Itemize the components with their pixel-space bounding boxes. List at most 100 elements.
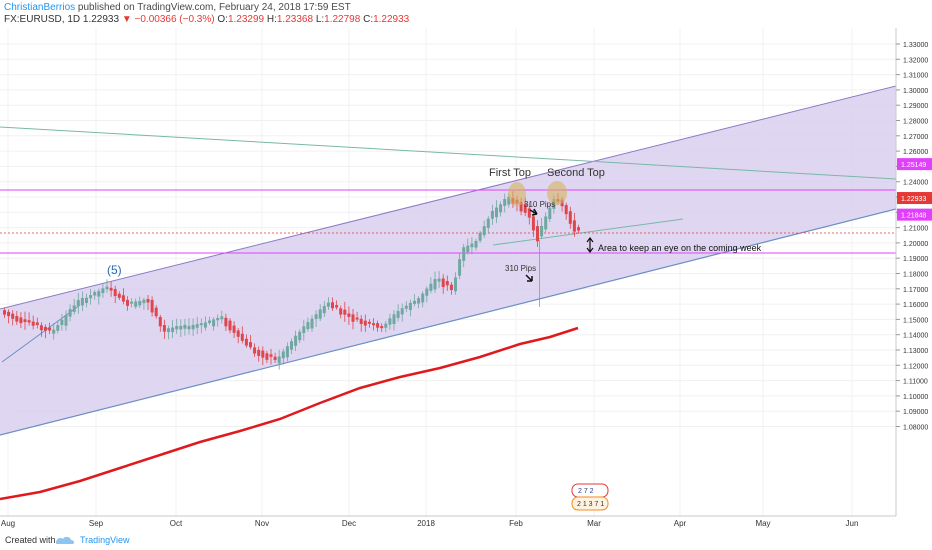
candle-body bbox=[253, 347, 257, 354]
candle-body bbox=[470, 243, 474, 248]
candle-body bbox=[285, 346, 289, 358]
downtrend-line[interactable] bbox=[0, 126, 896, 180]
y-tick-label: 1.12000 bbox=[903, 363, 928, 370]
candle-body bbox=[89, 295, 93, 299]
candle-body bbox=[56, 325, 60, 331]
down-arrow-icon: ▼ bbox=[121, 14, 132, 25]
candle-body bbox=[171, 327, 175, 333]
candle-body bbox=[495, 207, 498, 218]
counter-badge: 2 7 2 2 1 3 7 1 bbox=[571, 483, 609, 511]
candle-body bbox=[64, 315, 68, 326]
open-value: 1.23299 bbox=[227, 14, 265, 25]
annotation-wave-5: (5) bbox=[107, 263, 122, 277]
candle-body bbox=[257, 349, 261, 356]
x-tick-label: Oct bbox=[170, 519, 183, 528]
symbol[interactable]: FX:EURUSD, 1D bbox=[4, 14, 81, 25]
y-tick-label: 1.09000 bbox=[903, 409, 928, 416]
price-tag-bg bbox=[897, 208, 932, 221]
candle-body bbox=[339, 308, 343, 315]
candle-body bbox=[355, 317, 359, 320]
close-label: C: bbox=[363, 14, 374, 25]
y-tick-label: 1.29000 bbox=[903, 103, 928, 110]
candle-body bbox=[445, 281, 449, 286]
candle-body bbox=[454, 277, 457, 292]
candle-body bbox=[400, 308, 404, 315]
candle-body bbox=[335, 305, 339, 308]
candle-body bbox=[52, 329, 56, 334]
candle-body bbox=[31, 321, 35, 326]
x-tick-label: Dec bbox=[342, 519, 356, 528]
candle-body bbox=[261, 350, 265, 358]
arrow-icon bbox=[525, 274, 533, 282]
annotation-pips-top: 310 Pips bbox=[524, 200, 555, 209]
candle-body bbox=[322, 305, 326, 314]
y-tick-label: 1.21000 bbox=[903, 226, 928, 233]
candle-body bbox=[564, 205, 568, 215]
candle-body bbox=[531, 216, 535, 231]
y-axis[interactable]: 1.33000 1.32000 1.31000 1.30000 1.29000 1.280… bbox=[896, 42, 928, 432]
candle-body bbox=[208, 320, 211, 323]
candle-body bbox=[527, 208, 531, 218]
annotation-pips-bottom: 310 Pips bbox=[505, 264, 536, 273]
candle-body bbox=[376, 323, 380, 328]
candle-body bbox=[68, 309, 72, 317]
publish-info: published on TradingView.com, February 2… bbox=[77, 2, 351, 13]
open-label: O: bbox=[217, 14, 228, 25]
candle-body bbox=[277, 356, 281, 364]
y-tick-label: 1.16000 bbox=[903, 302, 928, 309]
candle-body bbox=[85, 297, 88, 303]
candle-body bbox=[167, 328, 170, 333]
candle-body bbox=[359, 318, 363, 324]
candle-body bbox=[35, 322, 39, 326]
candle-body bbox=[433, 279, 437, 290]
candle-body bbox=[138, 300, 142, 306]
y-tick-label: 1.15000 bbox=[903, 317, 928, 324]
candle-body bbox=[93, 292, 97, 296]
candle-body bbox=[150, 299, 154, 313]
candle-body bbox=[80, 297, 84, 306]
x-axis[interactable]: Aug Sep Oct Nov Dec 2018 Feb Mar Apr May Jun bbox=[1, 519, 859, 528]
author-link[interactable]: ChristianBerrios bbox=[4, 2, 76, 13]
candle-body bbox=[232, 325, 236, 333]
high-value: 1.23368 bbox=[276, 14, 314, 25]
candle-body bbox=[429, 283, 433, 291]
candle-body bbox=[220, 316, 224, 320]
trendline-support[interactable] bbox=[492, 218, 684, 246]
candle-body bbox=[244, 338, 248, 346]
candle-body bbox=[126, 299, 129, 306]
x-tick-label: Aug bbox=[1, 519, 15, 528]
low-value: 1.22798 bbox=[324, 14, 361, 25]
candle-body bbox=[142, 299, 146, 304]
moving-average-line[interactable] bbox=[0, 326, 579, 501]
x-tick-label: 2018 bbox=[417, 519, 435, 528]
candle-body bbox=[269, 354, 273, 357]
candle-body bbox=[540, 225, 544, 237]
last-price: 1.22933 bbox=[82, 14, 120, 25]
y-tick-label: 1.20000 bbox=[903, 241, 928, 248]
price-tag-label: 1.25149 bbox=[901, 162, 926, 169]
second-top-highlight[interactable] bbox=[547, 181, 567, 205]
candle-body bbox=[437, 278, 441, 282]
tradingview-link[interactable]: TradingView bbox=[80, 535, 130, 545]
channel-lower-line[interactable] bbox=[0, 208, 896, 436]
y-tick-label: 1.18000 bbox=[903, 272, 928, 279]
candle-body bbox=[351, 314, 355, 322]
candle-body bbox=[27, 320, 31, 323]
candle-body bbox=[105, 286, 109, 290]
ascending-channel[interactable] bbox=[0, 86, 896, 435]
candle-body bbox=[228, 320, 232, 331]
candle-body bbox=[384, 323, 388, 328]
candle-body bbox=[265, 353, 269, 360]
first-top-highlight[interactable] bbox=[508, 182, 526, 206]
price-chart[interactable]: First Top Second Top 310 Pips 310 Pips (… bbox=[0, 0, 932, 531]
y-tick-label: 1.33000 bbox=[903, 42, 928, 49]
candle-body bbox=[290, 341, 293, 350]
candle-body bbox=[134, 301, 138, 307]
publish-line: ChristianBerrios published on TradingVie… bbox=[4, 2, 351, 13]
footer: Created with TradingView bbox=[0, 531, 932, 550]
candle-body bbox=[48, 327, 52, 331]
candle-body bbox=[294, 335, 298, 346]
x-tick-label: May bbox=[755, 519, 770, 528]
channel-upper-line[interactable] bbox=[0, 85, 896, 310]
candle-body bbox=[97, 291, 101, 297]
